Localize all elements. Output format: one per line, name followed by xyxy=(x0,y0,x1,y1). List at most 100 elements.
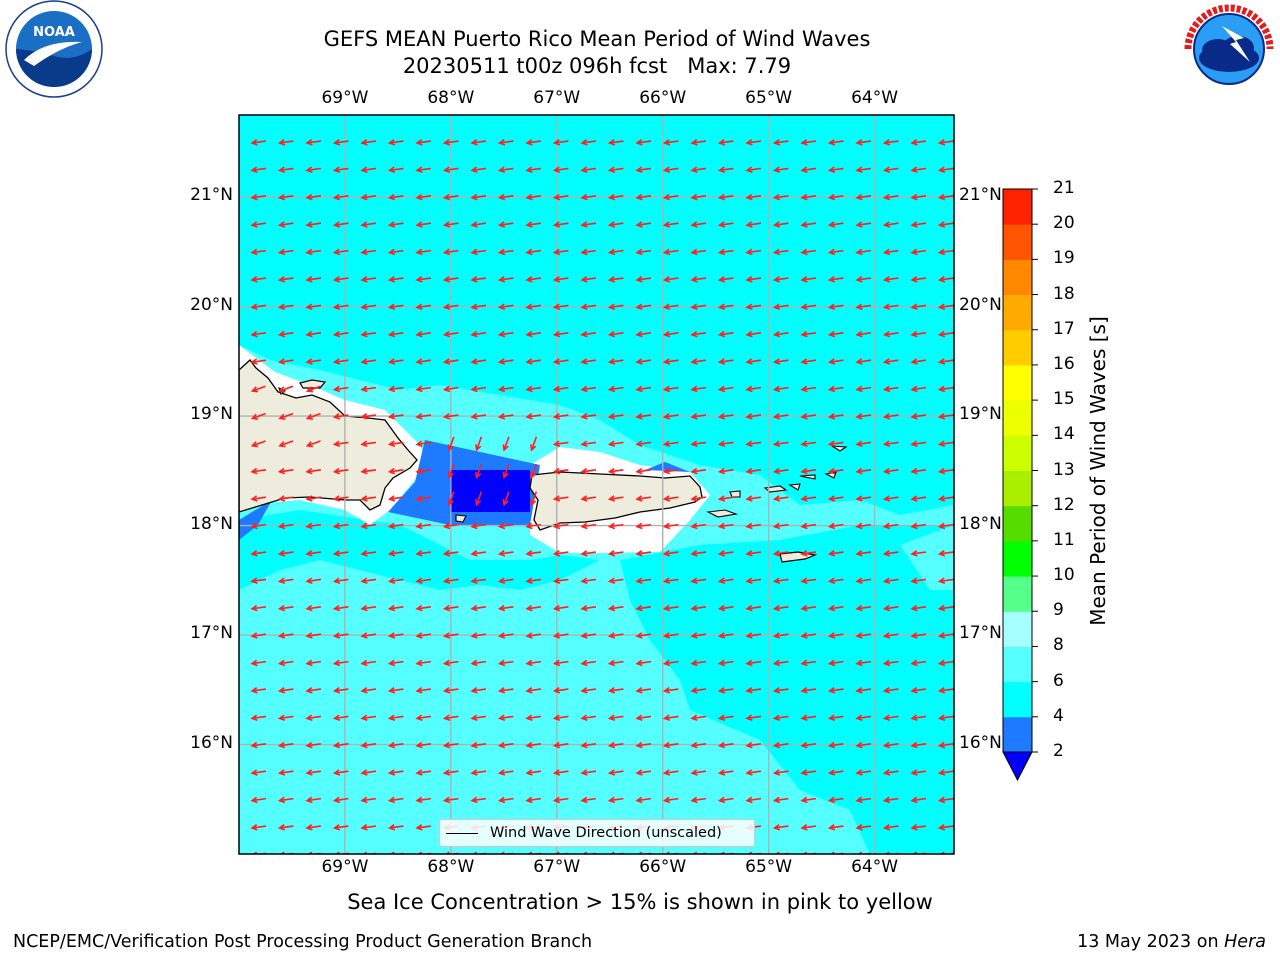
wind-wave-arrow xyxy=(387,796,404,804)
wind-wave-arrow xyxy=(250,139,267,146)
wind-wave-arrow xyxy=(415,440,432,448)
wind-wave-arrow xyxy=(278,412,294,420)
wind-wave-arrow xyxy=(387,413,404,420)
wind-wave-arrow xyxy=(470,550,487,557)
chart-title: GEFS MEAN Puerto Rico Mean Period of Win… xyxy=(323,27,871,51)
land-mona xyxy=(455,514,467,523)
wind-wave-arrow xyxy=(332,440,349,448)
wind-wave-arrow xyxy=(415,632,432,639)
wind-wave-arrow xyxy=(502,436,510,452)
wind-wave-arrow xyxy=(910,248,927,256)
wind-wave-arrow xyxy=(442,550,459,557)
wind-wave-arrow xyxy=(525,276,542,283)
wind-wave-arrow xyxy=(497,741,514,749)
wind-wave-arrow xyxy=(607,193,624,201)
wind-wave-arrow xyxy=(250,385,266,393)
legend-label: Wind Wave Direction (unscaled) xyxy=(490,825,722,841)
wind-wave-arrow xyxy=(442,330,459,338)
wind-wave-arrow xyxy=(937,687,954,694)
wind-wave-arrow xyxy=(937,440,954,448)
wind-wave-arrow xyxy=(470,522,487,530)
footer-branch: NCEP/EMC/Verification Post Processing Pr… xyxy=(13,932,593,952)
wind-wave-arrow xyxy=(250,330,267,338)
wind-wave-arrow xyxy=(882,659,899,667)
wind-wave-arrow xyxy=(690,604,707,612)
wind-wave-arrow xyxy=(580,495,597,502)
lon-label-bottom: 69°W xyxy=(321,857,369,877)
wind-wave-arrow xyxy=(690,522,707,530)
colorbar-segment xyxy=(1003,189,1032,225)
wind-wave-arrow xyxy=(360,824,377,831)
wind-wave-arrow xyxy=(442,796,459,804)
wind-wave-arrow xyxy=(827,714,844,722)
wind-wave-arrow xyxy=(910,413,927,420)
wind-wave-arrow xyxy=(442,659,459,667)
wind-wave-arrow xyxy=(827,796,844,804)
wind-wave-arrow xyxy=(800,139,817,146)
wind-wave-arrow xyxy=(717,714,734,722)
lat-label-right: 16°N xyxy=(959,732,1002,753)
wind-wave-arrow xyxy=(442,139,459,146)
wind-wave-arrow xyxy=(530,436,538,452)
wind-wave-arrow xyxy=(635,577,652,585)
wind-wave-arrow xyxy=(855,440,872,448)
wind-wave-arrow xyxy=(525,714,542,722)
wind-wave-arrow xyxy=(855,166,872,174)
wind-wave-arrow xyxy=(937,139,954,146)
wind-wave-arrow xyxy=(717,577,734,585)
wind-wave-arrow xyxy=(855,687,872,694)
wind-wave-arrow xyxy=(580,139,597,146)
wind-wave-arrow xyxy=(855,522,872,530)
wind-wave-arrow xyxy=(910,659,927,667)
wind-wave-arrow xyxy=(552,495,569,502)
wind-wave-arrow xyxy=(305,495,322,502)
wind-wave-arrow xyxy=(827,495,844,502)
wind-wave-arrow xyxy=(525,769,542,776)
wind-wave-arrow xyxy=(250,604,267,612)
wind-wave-arrow xyxy=(305,221,322,228)
wind-wave-arrow xyxy=(387,769,404,776)
wind-wave-arrow xyxy=(717,550,734,557)
wind-wave-arrow xyxy=(772,467,789,475)
wind-wave-arrow xyxy=(635,495,652,502)
wind-wave-arrow xyxy=(690,659,707,667)
colorbar-segment xyxy=(1003,435,1032,471)
wind-wave-arrow xyxy=(415,248,432,256)
wind-wave-arrow xyxy=(447,491,455,507)
wind-wave-arrow xyxy=(855,796,872,804)
wind-wave-arrow xyxy=(552,248,569,256)
wind-wave-arrow xyxy=(662,330,679,338)
wind-wave-arrow xyxy=(882,522,899,530)
wind-wave-arrow xyxy=(415,139,432,146)
wind-wave-arrow xyxy=(387,385,404,393)
wind-wave-arrow xyxy=(745,769,762,776)
wind-wave-arrow xyxy=(332,303,349,311)
colorbar-title: Mean Period of Wind Waves [s] xyxy=(1086,316,1110,626)
wind-wave-arrow xyxy=(415,358,432,365)
wind-wave-arrow xyxy=(497,769,514,776)
wind-wave-arrow xyxy=(635,796,652,804)
wind-wave-arrow xyxy=(442,221,459,228)
wind-wave-arrow xyxy=(415,741,432,749)
wind-wave-arrow xyxy=(442,714,459,722)
wind-wave-arrow xyxy=(827,604,844,612)
wind-wave-arrow xyxy=(635,659,652,667)
wind-wave-arrow xyxy=(415,604,432,612)
wind-wave-arrow xyxy=(745,687,762,694)
wind-wave-arrow xyxy=(690,221,707,228)
colorbar-tick-label: 17 xyxy=(1053,318,1075,339)
wind-wave-arrow xyxy=(882,276,899,283)
wind-wave-arrow xyxy=(855,741,872,749)
wind-wave-arrow xyxy=(580,358,597,365)
wind-wave-arrow xyxy=(800,659,817,667)
land-vieques xyxy=(706,509,739,518)
wind-wave-arrow xyxy=(580,659,597,667)
wind-wave-arrow xyxy=(442,632,459,639)
wind-wave-arrow xyxy=(635,193,652,201)
wind-wave-arrow xyxy=(552,166,569,174)
wind-wave-arrow xyxy=(332,166,349,174)
wind-wave-arrow xyxy=(745,495,762,502)
wind-wave-arrow xyxy=(497,522,514,530)
wind-wave-arrow xyxy=(497,604,514,612)
wind-wave-arrow xyxy=(470,659,487,667)
